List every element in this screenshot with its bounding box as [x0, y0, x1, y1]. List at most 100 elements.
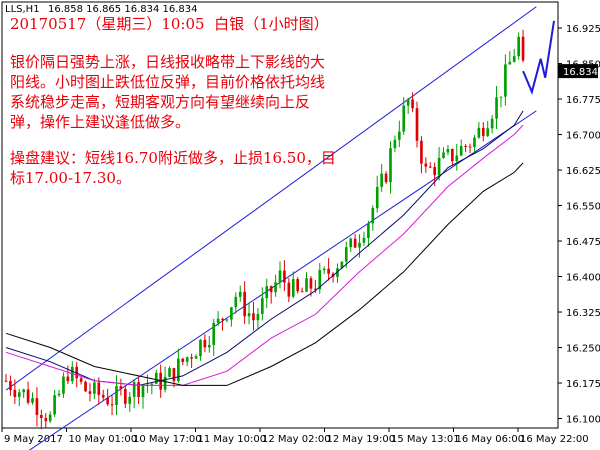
candle-body	[380, 173, 383, 187]
price-tag-box	[558, 64, 598, 79]
candle-body	[207, 344, 211, 348]
candle-body	[260, 298, 264, 315]
candle-body	[473, 137, 476, 147]
candle-body	[314, 288, 317, 290]
analysis-line-3: 系统稳步走高，短期客观方向有望继续向上反	[10, 93, 311, 111]
candle-body	[168, 368, 171, 377]
y-tick-label: 16.400	[566, 273, 600, 284]
y-tick-label: 16.250	[566, 344, 600, 355]
candle-body	[451, 149, 454, 162]
candle-body	[512, 56, 516, 62]
channel-line	[5, 6, 537, 391]
candle-body	[504, 64, 507, 97]
x-tick-label: 12 May 19:00	[327, 434, 396, 445]
analysis-line-1: 银价隔日强势上涨，日线报收略带上下影线的大	[10, 53, 326, 71]
candle-body	[199, 339, 202, 357]
candle-body	[252, 313, 255, 321]
candle-body	[4, 380, 8, 382]
candle-body	[48, 414, 52, 422]
candle-body	[247, 313, 251, 317]
candle-body	[442, 152, 445, 158]
symbol-timeframe: LLS,H1	[5, 4, 40, 15]
analysis-line-2: 阳线。小时图止跌低位反弹，目前价格依托均线	[10, 73, 326, 91]
candle-body	[150, 383, 154, 385]
ma_slow-line	[5, 162, 524, 386]
candle-body	[238, 291, 242, 297]
candle-body	[177, 358, 180, 382]
candle-body	[344, 247, 348, 262]
candle-body	[66, 376, 70, 382]
candle-body	[203, 339, 207, 348]
candle-body	[300, 291, 304, 293]
candle-body	[433, 166, 437, 176]
candle-body	[13, 389, 17, 397]
candle-body	[265, 286, 269, 299]
candle-body	[397, 131, 401, 140]
candle-body	[424, 163, 428, 167]
candle-body	[88, 391, 92, 394]
candle-body	[322, 268, 326, 271]
candle-body	[163, 376, 167, 390]
annotation-title: 20170517（星期三）10:05 白银（1小时图）	[10, 15, 329, 33]
candle-body	[93, 382, 96, 394]
candle-body	[499, 96, 503, 98]
candle-body	[490, 118, 494, 129]
candle-body	[137, 382, 140, 398]
candle-body	[53, 395, 56, 415]
candle-body	[495, 97, 498, 119]
candle-body	[22, 389, 26, 393]
candlesticks	[4, 29, 525, 430]
candle-body	[521, 36, 525, 61]
candle-body	[119, 386, 123, 390]
analysis-line-4: 弹，操作上建议逢低做多。	[10, 113, 191, 131]
candle-body	[106, 397, 109, 405]
current-price-tag: 16.834	[558, 64, 598, 79]
candle-body	[141, 386, 145, 398]
forecast-path	[522, 20, 555, 95]
candle-body	[79, 378, 83, 382]
candle-body	[190, 357, 193, 359]
candle-body	[123, 389, 127, 404]
candle-body	[234, 296, 238, 308]
y-tick-label: 16.175	[566, 379, 600, 390]
y-tick-label: 16.475	[566, 237, 600, 248]
candle-body	[340, 261, 344, 269]
candle-body	[101, 394, 105, 398]
candle-body	[57, 393, 61, 396]
candle-body	[62, 376, 65, 394]
candle-body	[477, 127, 481, 138]
candle-body	[132, 382, 136, 397]
candle-body	[420, 140, 423, 164]
candle-body	[194, 356, 198, 359]
candle-body	[517, 36, 520, 57]
candle-body	[97, 382, 101, 395]
candle-body	[269, 286, 273, 293]
candle-body	[31, 398, 34, 403]
candle-body	[128, 396, 132, 404]
candle-body	[309, 278, 313, 289]
candle-body	[455, 155, 459, 162]
candle-body	[327, 268, 330, 274]
candle-body	[459, 146, 463, 156]
candle-body	[35, 398, 39, 415]
candle-body	[371, 208, 375, 224]
candle-body	[358, 242, 361, 248]
x-tick-label: 12 May 02:00	[262, 434, 331, 445]
candle-body	[296, 279, 300, 292]
moving-averages	[5, 110, 524, 386]
x-tick-label: 11 May 10:00	[198, 434, 267, 445]
candle-body	[17, 392, 21, 397]
candle-body	[278, 270, 282, 283]
candle-body	[375, 186, 379, 209]
y-tick-label: 16.550	[566, 202, 600, 213]
candle-body	[9, 380, 12, 390]
candle-body	[437, 157, 441, 176]
candle-body	[110, 404, 114, 406]
candle-body	[212, 322, 216, 345]
candle-body	[336, 268, 339, 277]
candle-body	[411, 99, 414, 109]
candle-body	[44, 418, 48, 422]
y-tick-label: 16.925	[566, 24, 600, 35]
